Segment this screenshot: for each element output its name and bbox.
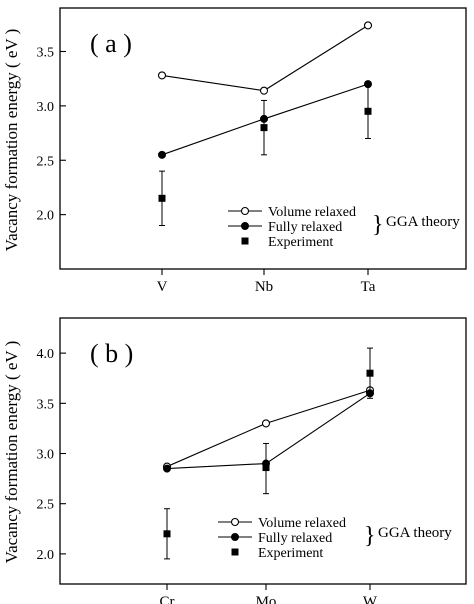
plot-frame-b bbox=[59, 317, 467, 585]
point-volume-relaxed-b bbox=[261, 419, 271, 428]
x-ticks-b: Cr Mo W bbox=[160, 584, 378, 604]
panel-label-b: ( b ) bbox=[90, 339, 133, 368]
legend-a: Volume relaxed Fully relaxed Experiment … bbox=[228, 205, 460, 250]
legend-label-fully-relaxed-b: Fully relaxed bbox=[258, 531, 332, 546]
y-tick-label-a: 2.5 bbox=[37, 154, 55, 169]
y-axis-label-b: Vacancy formation energy ( eV ) bbox=[2, 341, 21, 564]
series-line-fully-relaxed-b bbox=[166, 392, 371, 470]
y-ticks-b: 2.0 2.5 3.0 3.5 4.0 bbox=[37, 347, 66, 563]
point-fully-relaxed-a bbox=[158, 150, 166, 159]
y-tick-label-b: 2.0 bbox=[37, 548, 55, 563]
point-volume-relaxed-a bbox=[157, 71, 167, 80]
point-fully-relaxed-b bbox=[163, 464, 171, 473]
panel-label-a: ( a ) bbox=[90, 29, 132, 58]
point-experiment-a bbox=[158, 194, 166, 202]
y-tick-label-b: 3.0 bbox=[37, 448, 55, 463]
x-tick-label-b: W bbox=[363, 594, 378, 604]
y-tick-label-a: 3.5 bbox=[37, 46, 55, 61]
y-tick-label-b: 4.0 bbox=[37, 347, 55, 362]
y-tick-label-b: 3.5 bbox=[37, 397, 55, 412]
legend-b: Volume relaxed Fully relaxed Experiment … bbox=[218, 516, 452, 561]
legend-group-label-a: GGA theory bbox=[386, 214, 460, 230]
legend-marker-volume-relaxed-a bbox=[240, 206, 250, 216]
x-tick-label-a: V bbox=[157, 279, 168, 295]
point-volume-relaxed-a bbox=[259, 86, 269, 95]
x-ticks-a: V Nb Ta bbox=[157, 269, 376, 295]
legend-marker-volume-relaxed-b bbox=[230, 517, 240, 527]
panel-a: ( a ) Vacancy formation energy ( eV ) 2.… bbox=[2, 7, 467, 295]
series-a bbox=[157, 21, 373, 226]
point-volume-relaxed-a bbox=[363, 21, 373, 30]
legend-label-experiment-a: Experiment bbox=[268, 235, 333, 250]
panel-b: ( b ) Vacancy formation energy ( eV ) 2.… bbox=[2, 317, 467, 604]
x-tick-label-b: Cr bbox=[160, 594, 175, 604]
point-experiment-b bbox=[366, 369, 374, 377]
y-tick-label-a: 3.0 bbox=[37, 100, 55, 115]
y-axis-label-a: Vacancy formation energy ( eV ) bbox=[2, 29, 21, 252]
legend-label-volume-relaxed-a: Volume relaxed bbox=[268, 205, 356, 220]
legend-label-experiment-b: Experiment bbox=[258, 546, 323, 561]
legend-brace-b: } bbox=[364, 523, 376, 549]
point-experiment-b bbox=[262, 464, 270, 472]
series-line-volume-relaxed-b bbox=[166, 389, 371, 468]
legend-brace-a: } bbox=[372, 212, 384, 238]
point-experiment-a bbox=[260, 124, 268, 132]
legend-marker-experiment-a bbox=[241, 237, 249, 245]
y-tick-label-b: 2.5 bbox=[37, 498, 55, 513]
x-tick-label-a: Nb bbox=[255, 279, 273, 295]
y-tick-label-a: 2.0 bbox=[37, 209, 55, 224]
x-tick-label-b: Mo bbox=[256, 594, 277, 604]
legend-label-volume-relaxed-b: Volume relaxed bbox=[258, 516, 346, 531]
legend-marker-fully-relaxed-b bbox=[231, 533, 239, 541]
legend-marker-fully-relaxed-a bbox=[241, 222, 249, 230]
point-experiment-a bbox=[364, 107, 372, 115]
series-b bbox=[162, 347, 375, 560]
legend-marker-experiment-b bbox=[231, 548, 239, 556]
series-line-volume-relaxed-a bbox=[161, 24, 369, 92]
legend-group-label-b: GGA theory bbox=[378, 525, 452, 541]
point-experiment-b bbox=[163, 530, 171, 538]
y-ticks-a: 2.0 2.5 3.0 3.5 bbox=[37, 46, 66, 224]
legend-label-fully-relaxed-a: Fully relaxed bbox=[268, 220, 342, 235]
x-tick-label-a: Ta bbox=[361, 279, 376, 295]
plot-frame-a bbox=[59, 7, 467, 270]
